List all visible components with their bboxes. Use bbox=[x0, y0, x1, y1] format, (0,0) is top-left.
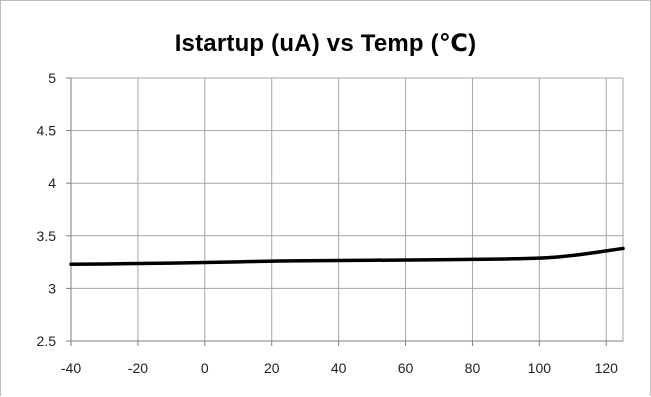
y-tick-label: 5 bbox=[48, 70, 56, 86]
y-tick-label: 4 bbox=[48, 175, 56, 191]
x-tick-label: 80 bbox=[465, 360, 481, 376]
x-tick-label: 60 bbox=[398, 360, 414, 376]
x-tick-label: 120 bbox=[595, 360, 619, 376]
x-tick-label: 0 bbox=[201, 360, 209, 376]
chart-title: Istartup (uA) vs Temp (℃) bbox=[174, 30, 477, 57]
series-lines bbox=[69, 246, 625, 266]
x-tick-label: -40 bbox=[61, 360, 81, 376]
series-line bbox=[69, 246, 625, 266]
y-tick-label: 4.5 bbox=[37, 123, 57, 139]
tick-labels: 2.5 3 3.5 4 4.5 5 -40 -20 0 20 40 60 80 100 120 bbox=[37, 70, 619, 376]
x-tick-label: 100 bbox=[528, 360, 552, 376]
x-tick-label: -20 bbox=[128, 360, 148, 376]
x-tick-label: 20 bbox=[264, 360, 280, 376]
y-tick-label: 3 bbox=[48, 280, 56, 296]
x-tick-label: 40 bbox=[331, 360, 347, 376]
y-tick-label: 3.5 bbox=[37, 228, 57, 244]
grid-lines bbox=[71, 77, 624, 342]
axes bbox=[66, 77, 623, 346]
y-tick-label: 2.5 bbox=[37, 333, 57, 349]
